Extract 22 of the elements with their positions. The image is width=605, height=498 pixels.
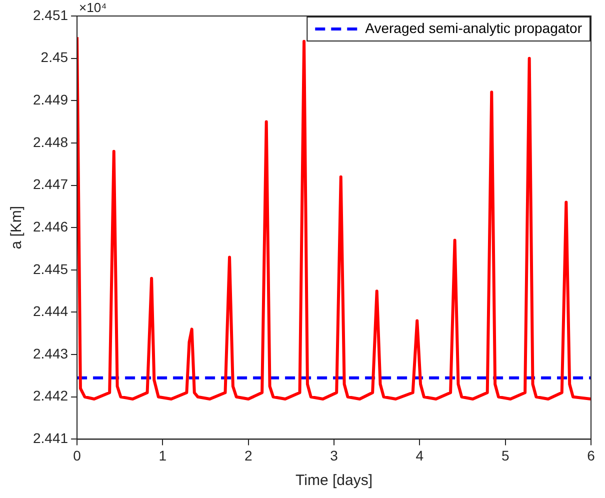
y-tick-label: 2.442 [32, 388, 68, 404]
y-tick-label: 2.445 [32, 260, 68, 277]
y-tick-label: 2.449 [32, 92, 68, 108]
y-tick-label: 2.447 [32, 176, 68, 192]
y-tick-label: 2.448 [32, 134, 68, 150]
y-axis-title: a [Km] [8, 206, 26, 250]
x-tick-label: 2 [244, 447, 252, 464]
legend-label: Averaged semi-analytic propagator [365, 20, 582, 36]
y-tick-label: 2.444 [32, 303, 68, 320]
x-tick-label: 3 [330, 447, 338, 464]
y-tick-label: 2.441 [32, 430, 68, 446]
y-tick-label: 2.45 [40, 49, 68, 66]
x-tick-label: 4 [416, 447, 424, 464]
y-tick-label: 2.446 [32, 218, 68, 234]
x-tick-label: 0 [73, 447, 82, 464]
x-axis-title: Time [days] [296, 472, 372, 490]
x-tick-label: 6 [587, 447, 596, 464]
x-tick-label: 5 [501, 447, 510, 464]
y-tick-label: 2.451 [32, 6, 68, 23]
text: ×10⁴ [79, 0, 107, 16]
y-tick-label: 2.443 [32, 345, 68, 362]
x-tick-label: 1 [158, 447, 167, 464]
